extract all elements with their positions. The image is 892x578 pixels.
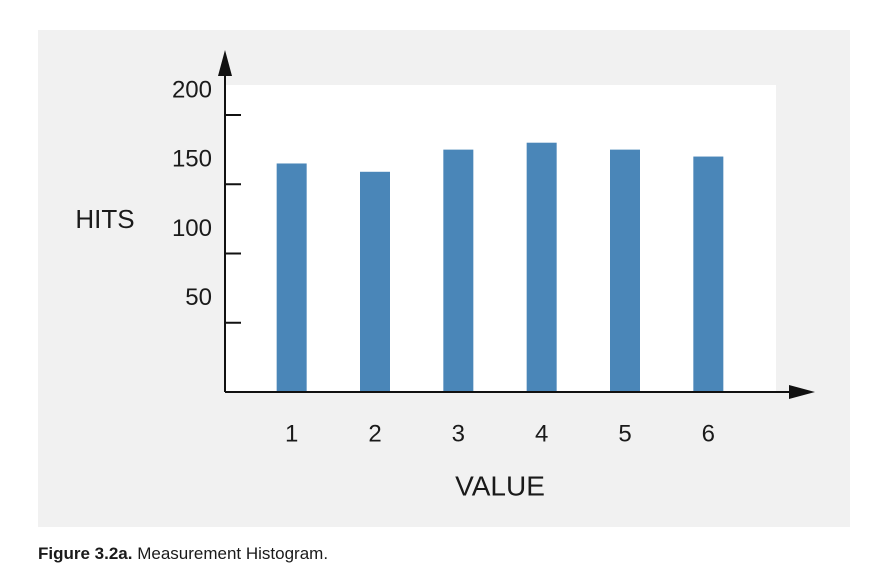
y-tick-label: 50	[185, 284, 212, 311]
bar	[276, 163, 307, 392]
y-arrow	[218, 50, 232, 76]
x-tick-label: 2	[368, 420, 381, 447]
y-axis-title: HITS	[75, 204, 134, 234]
bar	[610, 149, 640, 392]
y-tick-label: 100	[172, 215, 212, 242]
bar	[360, 171, 390, 392]
bar	[693, 156, 724, 392]
x-tick-label: 5	[618, 420, 631, 447]
plot-area	[225, 85, 776, 392]
y-tick-label: 200	[172, 76, 212, 103]
x-arrow	[789, 385, 815, 399]
x-tick-label: 1	[285, 420, 298, 447]
x-axis-title: VALUE	[455, 470, 545, 501]
bar	[443, 149, 474, 392]
caption-text: Measurement Histogram.	[137, 544, 329, 563]
x-tick-label: 6	[702, 420, 715, 447]
chart: HITS VALUE 50 100 150 200 1 2 3 4 5 6	[38, 30, 850, 527]
x-tick-label: 3	[452, 420, 465, 447]
caption-label: Figure 3.2a.	[38, 544, 133, 563]
caption: Figure 3.2a. Measurement Histogram.	[38, 544, 328, 564]
y-tick-label: 150	[172, 146, 212, 173]
bar	[526, 142, 557, 392]
x-tick-label: 4	[535, 420, 548, 447]
